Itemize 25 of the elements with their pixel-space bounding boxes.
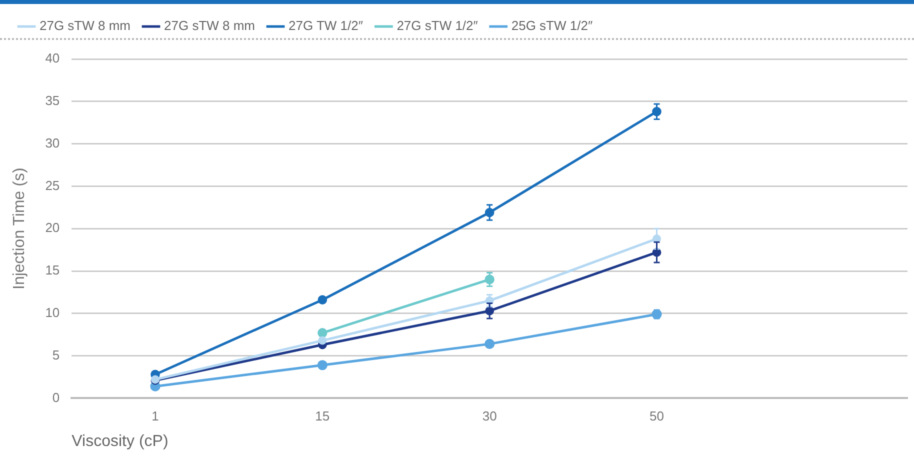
y-tick-label: 15 xyxy=(45,262,60,278)
y-tick-label: 0 xyxy=(52,390,60,405)
point xyxy=(318,336,327,345)
point xyxy=(318,328,328,338)
legend-label: 27G sTW 8 mm xyxy=(164,18,256,34)
point xyxy=(317,360,328,370)
legend-label: 27G TW 1/2″ xyxy=(288,18,364,34)
y-axis-title: Injection Time (s) xyxy=(11,168,28,290)
legend-label: 25G sTW 1/2″ xyxy=(511,18,593,34)
legend-label: 27G sTW 8 mm xyxy=(40,18,131,34)
y-tick-label: 20 xyxy=(45,220,60,236)
x-tick-label: 50 xyxy=(650,408,664,424)
x-tick-label: 1 xyxy=(152,408,159,424)
x-tick-label: 30 xyxy=(482,408,497,424)
y-tick-label: 5 xyxy=(52,347,60,362)
y-tick-label: 25 xyxy=(45,178,60,193)
y-tick-label: 35 xyxy=(45,92,60,108)
x-axis-title: Viscosity (cP) xyxy=(72,432,168,450)
y-tick-label: 40 xyxy=(45,50,60,66)
point xyxy=(318,295,328,304)
legend-label: 27G sTW 1/2″ xyxy=(396,18,478,34)
point xyxy=(484,338,495,349)
y-tick-label: 10 xyxy=(45,304,60,320)
y-tick-label: 30 xyxy=(45,135,60,150)
x-tick-label: 15 xyxy=(315,408,330,424)
